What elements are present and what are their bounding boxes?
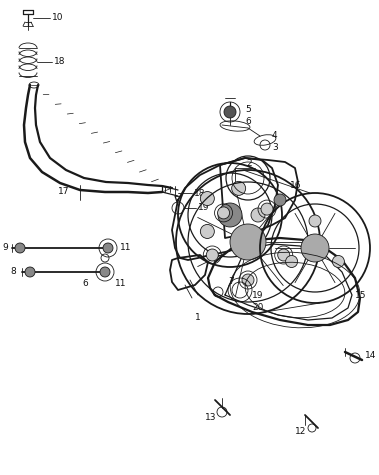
Circle shape xyxy=(100,267,110,277)
Text: 11: 11 xyxy=(120,244,132,253)
Text: 9: 9 xyxy=(2,244,8,253)
Circle shape xyxy=(103,243,113,253)
Circle shape xyxy=(332,256,345,267)
Text: 3: 3 xyxy=(272,143,278,152)
Circle shape xyxy=(251,208,265,222)
Circle shape xyxy=(200,191,215,206)
Circle shape xyxy=(200,225,215,238)
Circle shape xyxy=(224,106,236,118)
Text: 12: 12 xyxy=(295,428,306,437)
Circle shape xyxy=(15,243,25,253)
Text: 17: 17 xyxy=(58,188,69,197)
Text: 2: 2 xyxy=(246,159,252,168)
Text: 6: 6 xyxy=(245,117,251,126)
Circle shape xyxy=(218,203,242,227)
Circle shape xyxy=(232,181,246,195)
Text: 8: 8 xyxy=(10,267,16,276)
Text: 4: 4 xyxy=(272,131,278,140)
Text: 5: 5 xyxy=(245,105,251,114)
Circle shape xyxy=(230,224,266,260)
Text: 10: 10 xyxy=(52,13,64,22)
Text: 20: 20 xyxy=(252,304,263,313)
Circle shape xyxy=(286,256,298,267)
Text: 13: 13 xyxy=(205,414,216,422)
Circle shape xyxy=(242,274,254,286)
Text: 1: 1 xyxy=(195,314,201,323)
Circle shape xyxy=(261,203,273,215)
Text: 15: 15 xyxy=(355,291,366,300)
Circle shape xyxy=(278,249,290,261)
Circle shape xyxy=(301,234,329,262)
Text: 19: 19 xyxy=(198,203,210,212)
Text: 7: 7 xyxy=(228,277,234,286)
Text: 11: 11 xyxy=(115,278,127,287)
Text: 19: 19 xyxy=(252,291,263,300)
Circle shape xyxy=(309,215,321,227)
Circle shape xyxy=(25,267,35,277)
Text: 16: 16 xyxy=(290,180,302,190)
Circle shape xyxy=(274,194,286,206)
Text: 14: 14 xyxy=(365,352,376,361)
Circle shape xyxy=(218,207,230,219)
Text: 18: 18 xyxy=(54,57,66,67)
Circle shape xyxy=(206,249,218,261)
Circle shape xyxy=(232,235,246,248)
Text: 6: 6 xyxy=(82,278,88,287)
Text: 18: 18 xyxy=(194,189,205,198)
